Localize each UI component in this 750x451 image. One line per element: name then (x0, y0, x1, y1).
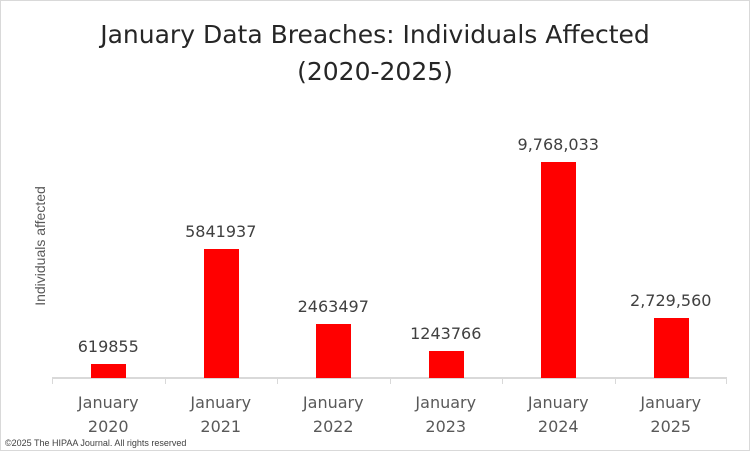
x-axis-tick (502, 378, 503, 384)
bar (91, 364, 126, 378)
bar-group: 5841937 January 2021 (165, 100, 278, 436)
data-label: 5841937 (185, 221, 257, 241)
x-tick-label-line: January (190, 393, 252, 412)
x-tick-label-line: January (77, 393, 139, 412)
x-tick-label-line: January (640, 393, 702, 412)
x-tick-label: January 2025 (615, 391, 728, 439)
chart-title-line-2: (2020-2025) (297, 57, 453, 86)
x-tick-label-line: January (302, 393, 364, 412)
chart-title-line-1: January Data Breaches: Individuals Affec… (100, 20, 650, 49)
bar (203, 248, 239, 378)
bar (316, 323, 351, 378)
x-tick-label-line: January (527, 393, 589, 412)
x-tick-label: January 2023 (390, 391, 503, 439)
y-axis-label: Individuals affected (32, 186, 48, 306)
bar-group: 2463497 January 2022 (277, 100, 390, 436)
x-tick-label: January 2022 (277, 391, 390, 439)
x-axis-tick (277, 378, 278, 384)
x-tick-label-line: 2025 (650, 417, 692, 436)
x-axis-tick (389, 378, 391, 384)
data-label: 619855 (77, 337, 139, 357)
data-label: 9,768,033 (517, 135, 599, 154)
bar (541, 162, 576, 378)
x-axis-tick (614, 378, 616, 384)
x-axis-tick (164, 378, 166, 384)
x-tick-label-line: 2024 (537, 417, 579, 436)
bar (653, 317, 689, 378)
x-axis-tick (52, 378, 53, 384)
data-label: 2463497 (297, 296, 369, 316)
x-tick-label-line: January (415, 393, 477, 412)
copyright-footer: ©2025 The HIPAA Journal. All rights rese… (5, 438, 187, 448)
x-tick-label-line: 2020 (87, 417, 129, 436)
bar-group: 1243766 January 2023 (390, 100, 503, 437)
chart-title: January Data Breaches: Individuals Affec… (0, 16, 750, 90)
bar-group: 619855 January 2020 (52, 100, 165, 436)
x-axis-tick (726, 378, 727, 384)
x-tick-label-line: 2021 (200, 417, 242, 436)
x-tick-label: January 2020 (52, 391, 165, 439)
x-tick-label: January 2021 (165, 391, 278, 439)
bar (428, 350, 464, 378)
data-label: 1243766 (410, 323, 482, 343)
data-label: 2,729,560 (630, 290, 712, 310)
bar-group: 9,768,033 January 2024 (502, 100, 615, 436)
plot-area: 619855 January 2020 5841937 January 2021 24634… (52, 100, 728, 437)
bar-group: 2,729,560 January 2025 (615, 100, 728, 436)
x-tick-label-line: 2023 (425, 417, 467, 436)
x-tick-label: January 2024 (502, 391, 615, 439)
x-tick-label-line: 2022 (312, 417, 354, 436)
